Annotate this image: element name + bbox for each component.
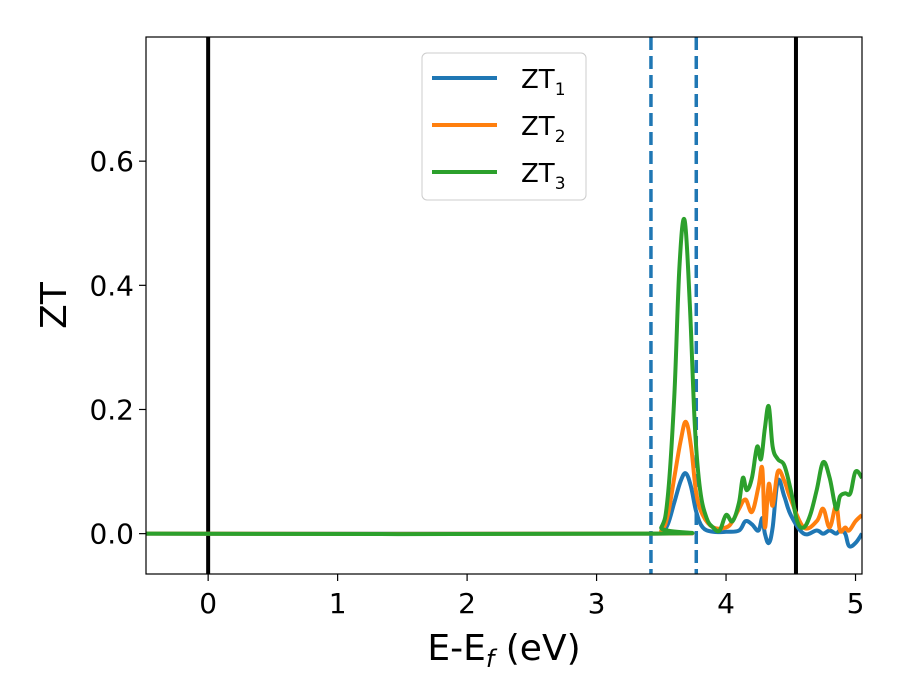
series-line-2 [146,419,862,536]
x-axis-label-main: E-E [427,628,485,669]
x-axis-ticks: 0 1 2 3 4 5 [199,574,864,620]
series-line-3 [146,216,862,537]
x-axis-label-unit: (eV) [494,628,580,669]
plot-frame [145,36,863,575]
y-tick-label: 0.4 [89,269,134,302]
x-tick-label: 0 [199,587,217,620]
x-tick-label: 5 [847,587,865,620]
legend: ZT1 ZT2 ZT3 [421,52,587,201]
x-tick-label: 4 [717,587,735,620]
y-tick-label: 0.6 [89,145,134,178]
x-axis-label: E-Ef (eV) [427,628,580,673]
legend-label-1: ZT1 [521,65,566,100]
legend-box [421,52,587,201]
x-tick-label: 1 [329,587,347,620]
x-tick-label: 3 [588,587,606,620]
x-tick-label: 2 [458,587,476,620]
y-tick-label: 0.0 [89,518,134,551]
series-lines [146,216,862,549]
legend-label-3: ZT3 [521,159,566,194]
series-line-1 [146,471,862,549]
y-axis-ticks: 0.0 0.2 0.4 0.6 [89,145,146,551]
y-axis-label: ZT [34,281,75,329]
legend-label-2: ZT2 [521,112,566,147]
y-tick-label: 0.2 [89,393,134,426]
